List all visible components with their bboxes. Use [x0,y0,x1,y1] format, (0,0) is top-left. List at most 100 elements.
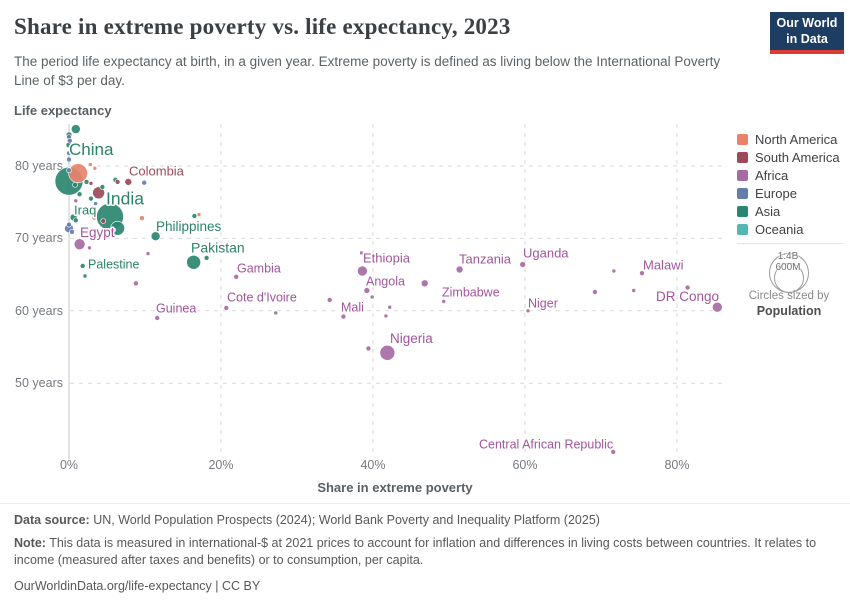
data-point[interactable] [73,217,79,224]
owid-logo[interactable]: Our World in Data [770,12,844,54]
data-point-gambia[interactable] [233,273,239,280]
country-label[interactable]: Egypt [79,224,117,242]
legend-label: South America [755,149,840,165]
data-point-tanzania[interactable] [455,265,464,274]
data-point[interactable] [88,195,94,202]
country-label[interactable]: Angola [365,273,407,290]
country-label[interactable]: Iraq [73,201,98,219]
country-label[interactable]: Mali [340,299,366,316]
country-label[interactable]: DR Congo [655,288,721,306]
data-point-palestine[interactable] [79,263,86,269]
data-point[interactable] [71,124,81,134]
data-point[interactable] [139,215,145,221]
data-point[interactable] [69,229,75,235]
country-label[interactable]: Colombia [128,162,187,180]
data-point[interactable] [383,313,389,319]
data-point-egypt[interactable] [73,238,86,250]
data-point[interactable] [87,245,92,251]
country-label[interactable]: Cote d'Ivoire [226,289,299,306]
data-point[interactable] [684,284,691,291]
data-point-colombia[interactable] [124,178,133,186]
data-point-dr-congo[interactable] [711,301,723,313]
data-point[interactable] [196,212,202,217]
country-label[interactable]: Malawi [642,256,686,274]
chart-footer: Data source: UN, World Population Prospe… [0,503,850,600]
legend-item-africa[interactable]: Africa [737,166,840,184]
data-point[interactable] [72,182,78,188]
country-label[interactable]: Zimbabwe [441,284,502,301]
data-point[interactable] [73,198,79,204]
country-label[interactable]: Philippines [155,218,224,236]
data-point[interactable] [365,345,372,352]
legend-item-oceania[interactable]: Oceania [737,220,840,238]
country-label[interactable]: Tanzania [458,250,514,268]
data-point[interactable] [92,165,98,171]
country-label[interactable]: Central African Republic [478,436,615,453]
country-label[interactable]: Guinea [155,300,198,317]
data-point[interactable] [359,250,364,256]
data-point[interactable] [369,294,375,300]
data-point[interactable] [82,273,88,279]
country-label[interactable]: Uganda [522,244,571,262]
data-point[interactable] [114,179,121,185]
data-point-mali[interactable] [340,313,347,320]
data-point[interactable] [100,218,106,224]
country-label[interactable]: Pakistan [190,238,247,257]
legend-divider [737,243,843,244]
data-point[interactable] [631,288,637,293]
data-point[interactable] [387,304,393,310]
legend-item-asia[interactable]: Asia [737,202,840,220]
country-label[interactable]: Nigeria [389,330,435,348]
data-point[interactable] [611,268,617,274]
country-label[interactable]: Ethiopia [362,249,413,267]
legend-item-europe[interactable]: Europe [737,184,840,202]
data-point-philippines[interactable] [150,231,161,241]
data-point-malawi[interactable] [639,270,645,277]
data-point[interactable] [110,221,125,236]
data-point[interactable] [66,221,72,228]
data-point[interactable] [141,179,147,186]
data-point[interactable] [93,201,98,206]
data-point[interactable] [99,184,106,190]
data-point[interactable] [273,310,279,316]
y-axis-title: Life expectancy [14,103,112,118]
data-point[interactable] [88,162,93,167]
legend-item-north-america[interactable]: North America [737,130,840,148]
country-label[interactable]: Niger [527,295,560,312]
country-label[interactable]: China [68,138,116,160]
data-point-guinea[interactable] [154,315,160,321]
data-point[interactable] [88,181,94,186]
data-point[interactable] [66,167,72,174]
data-point[interactable] [91,215,97,221]
data-point-nigeria[interactable] [379,344,396,361]
data-point[interactable] [191,213,198,219]
data-point-cote-d-ivoire[interactable] [223,305,230,311]
country-label[interactable]: Gambia [236,260,283,277]
data-point-zimbabwe[interactable] [441,299,447,304]
data-point[interactable] [66,156,72,163]
data-point[interactable] [203,255,210,261]
data-point[interactable] [92,186,105,200]
data-point[interactable] [145,251,151,256]
data-point-uganda[interactable] [519,261,527,268]
country-label[interactable]: India [105,187,146,210]
data-point-angola[interactable] [363,287,371,294]
data-point[interactable] [133,280,139,287]
data-point-niger[interactable] [525,308,531,314]
country-label[interactable]: Palestine [87,256,141,273]
legend-item-south-america[interactable]: South America [737,148,840,166]
data-point[interactable] [66,150,72,156]
legend-label: North America [755,131,838,147]
data-point[interactable] [68,163,88,183]
data-point[interactable] [83,179,90,185]
data-point-central-african-republic[interactable] [610,449,617,455]
data-point[interactable] [326,297,333,303]
data-point[interactable] [76,191,83,197]
data-point-pakistan[interactable] [186,254,201,270]
citation-link[interactable]: OurWorldinData.org/life-expectancy | CC … [14,578,261,593]
legend-swatch [737,187,748,199]
data-point[interactable] [592,289,598,295]
data-point-ethiopia[interactable] [357,265,368,277]
data-point[interactable] [67,137,73,144]
data-point[interactable] [420,279,429,288]
